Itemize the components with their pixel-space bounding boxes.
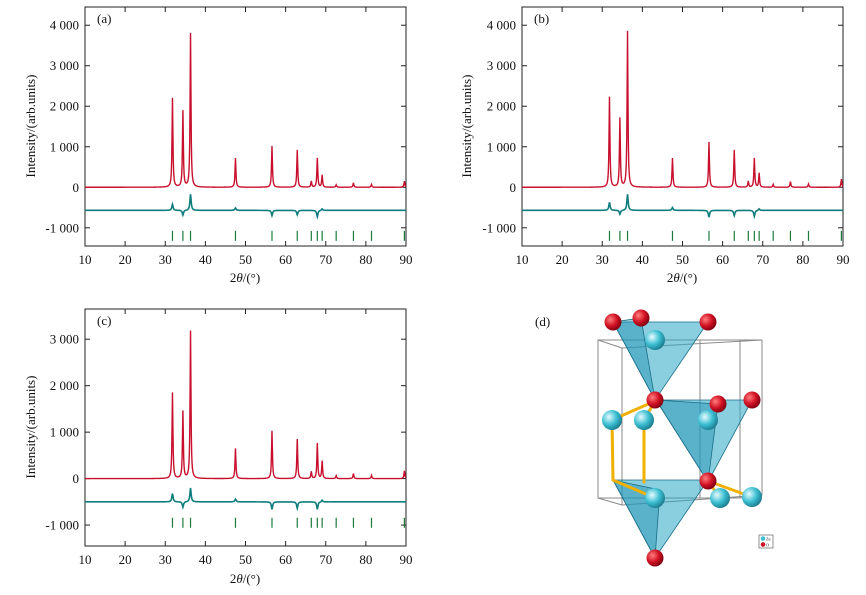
x-tick-label: 50 — [676, 252, 689, 267]
panel-a-xrd-chart: -1 000 0 1 000 2 000 3 000 4 000 10 20 30 40 50 60… — [23, 6, 413, 285]
x-axis-label: 2θ/(°) — [230, 571, 260, 586]
o-atom — [699, 313, 717, 331]
zn-atoms — [602, 330, 762, 508]
zn-legend-swatch — [760, 536, 766, 541]
zn-atom — [645, 330, 665, 350]
x-tick-label: 60 — [716, 252, 729, 267]
o-legend-swatch — [760, 542, 766, 547]
x-tick-label: 80 — [796, 252, 809, 267]
y-tick-label: 3 000 — [487, 58, 516, 73]
o-atom — [604, 313, 622, 331]
y-axis-label: Intensity/(arb.units) — [23, 376, 38, 479]
bragg-markers — [171, 230, 405, 241]
x-tick-label: 70 — [756, 252, 769, 267]
x-tick-label: 10 — [79, 252, 92, 267]
x-tick-label: 60 — [279, 552, 292, 567]
tetrahedron-top-face — [612, 317, 656, 401]
observed-pattern-curve — [85, 330, 407, 480]
x-tick-label: 10 — [79, 552, 92, 567]
x-tick-label: 60 — [279, 252, 292, 267]
x-tick-label: 40 — [199, 252, 212, 267]
panel-c-xrd-chart: -1 000 0 1 000 2 000 3 000 10 20 30 40 50 60 70 80 9… — [23, 308, 413, 586]
y-tick-label: 0 — [73, 180, 80, 195]
difference-curve — [85, 487, 406, 512]
zn-atom — [710, 488, 730, 508]
plot-frame — [84, 308, 407, 547]
observed-pattern-curve — [522, 30, 844, 188]
x-axis-ticks: 10 20 30 40 50 60 70 80 90 — [516, 7, 850, 267]
o-atom — [646, 549, 664, 567]
zn-atom — [602, 410, 622, 430]
x-tick-label: 80 — [359, 252, 372, 267]
x-axis-ticks: 10 20 30 40 50 60 70 80 90 — [79, 309, 413, 567]
x-axis-ticks: 10 20 30 40 50 60 70 80 90 — [79, 7, 413, 267]
o-legend-label: O — [766, 543, 769, 548]
x-tick-label: 20 — [556, 252, 569, 267]
y-axis-label: Intensity/(arb.units) — [23, 75, 38, 178]
o-atom — [743, 391, 761, 409]
panel-label: (a) — [97, 11, 111, 26]
y-tick-label: -1 000 — [45, 518, 79, 533]
difference-curve — [522, 194, 843, 220]
panel-label: (c) — [97, 313, 111, 328]
x-axis-label: 2θ/(°) — [667, 270, 697, 285]
y-tick-label: 0 — [73, 471, 80, 486]
y-tick-label: 3 000 — [50, 332, 79, 347]
x-tick-label: 90 — [400, 552, 413, 567]
x-tick-label: 30 — [159, 252, 172, 267]
zn-atom — [634, 410, 654, 430]
y-tick-label: 2 000 — [50, 378, 79, 393]
panel-label: (b) — [534, 11, 549, 26]
y-tick-label: -1 000 — [45, 220, 79, 235]
y-axis-ticks: -1 000 0 1 000 2 000 3 000 4 000 — [45, 18, 406, 235]
zn-atom — [645, 488, 665, 508]
zn-atom — [698, 410, 718, 430]
x-tick-label: 90 — [837, 252, 850, 267]
x-tick-label: 90 — [400, 252, 413, 267]
x-tick-label: 10 — [516, 252, 529, 267]
y-tick-label: 4 000 — [50, 18, 79, 33]
y-axis-ticks: -1 000 0 1 000 2 000 3 000 — [45, 332, 406, 533]
y-axis-ticks: -1 000 0 1 000 2 000 3 000 4 000 — [482, 18, 843, 235]
o-atom — [632, 309, 650, 327]
x-tick-label: 30 — [159, 552, 172, 567]
y-axis-label: Intensity/(arb.units) — [459, 75, 474, 178]
x-tick-label: 40 — [199, 552, 212, 567]
x-tick-label: 80 — [359, 552, 372, 567]
x-tick-label: 70 — [319, 252, 332, 267]
x-tick-label: 20 — [119, 552, 132, 567]
x-tick-label: 50 — [239, 252, 252, 267]
zn-atom — [742, 487, 762, 507]
y-tick-label: 1 000 — [50, 139, 79, 154]
o-atoms — [604, 309, 761, 567]
x-tick-label: 30 — [596, 252, 609, 267]
x-axis-label: 2θ/(°) — [230, 270, 260, 285]
x-tick-label: 40 — [636, 252, 649, 267]
element-legend: Zn O — [758, 534, 774, 549]
y-tick-label: 0 — [510, 180, 517, 195]
y-tick-label: -1 000 — [482, 220, 516, 235]
panel-d-crystal-structure: (d) — [535, 309, 774, 567]
y-tick-label: 3 000 — [50, 58, 79, 73]
bragg-markers — [608, 230, 842, 241]
bragg-markers — [171, 517, 405, 528]
x-tick-label: 70 — [319, 552, 332, 567]
o-atom — [699, 472, 717, 490]
o-atom — [709, 395, 727, 413]
o-atom — [646, 391, 664, 409]
y-tick-label: 1 000 — [487, 139, 516, 154]
zn-legend-label: Zn — [766, 537, 770, 542]
y-tick-label: 2 000 — [50, 99, 79, 114]
y-tick-label: 4 000 — [487, 18, 516, 33]
panel-label: (d) — [535, 314, 550, 329]
difference-curve — [85, 194, 406, 220]
y-tick-label: 1 000 — [50, 425, 79, 440]
y-tick-label: 2 000 — [487, 99, 516, 114]
x-tick-label: 50 — [239, 552, 252, 567]
observed-pattern-curve — [85, 32, 407, 188]
tetrahedra — [612, 317, 753, 560]
panel-b-xrd-chart: -1 000 0 1 000 2 000 3 000 4 000 10 20 30 40 50 60… — [459, 6, 850, 285]
x-tick-label: 20 — [119, 252, 132, 267]
